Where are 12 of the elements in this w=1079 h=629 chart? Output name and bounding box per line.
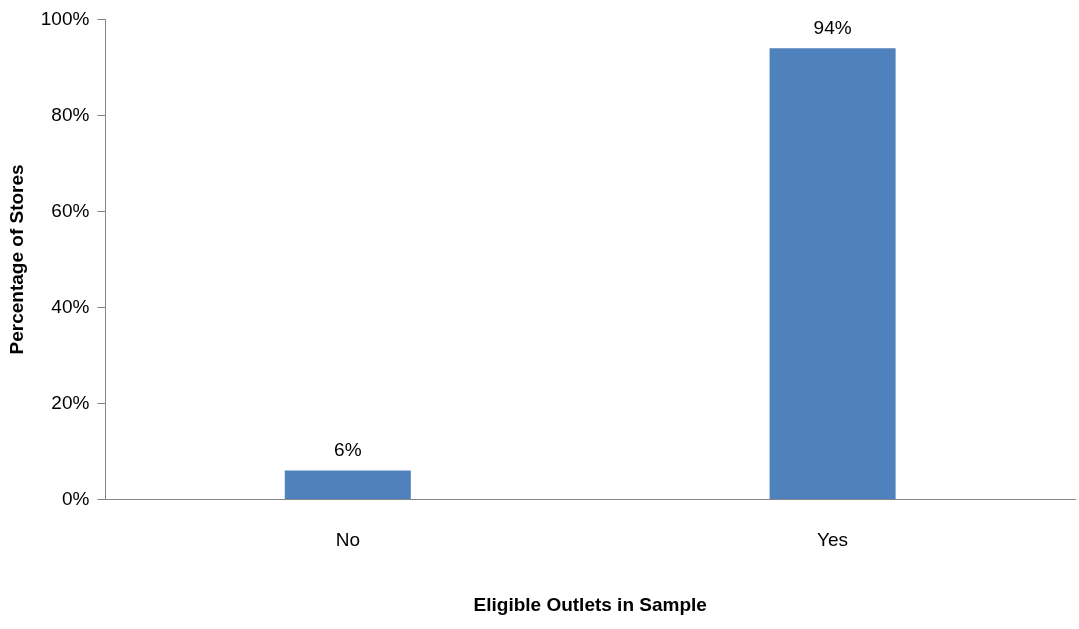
y-tick-label: 0% [61,487,90,509]
data-label: 6% [334,439,362,461]
y-tick-label: 20% [51,391,90,413]
x-tick-label: No [335,529,360,551]
y-axis-title: Percentage of Stores [5,164,27,355]
x-tick-label: Yes [817,529,849,551]
x-axis-title: Eligible Outlets in Sample [473,593,707,615]
data-label: 94% [813,16,852,38]
y-tick-label: 100% [40,7,90,29]
y-tick-label: 60% [51,199,90,221]
y-tick-label: 40% [51,295,90,317]
y-tick-label: 80% [51,103,90,125]
